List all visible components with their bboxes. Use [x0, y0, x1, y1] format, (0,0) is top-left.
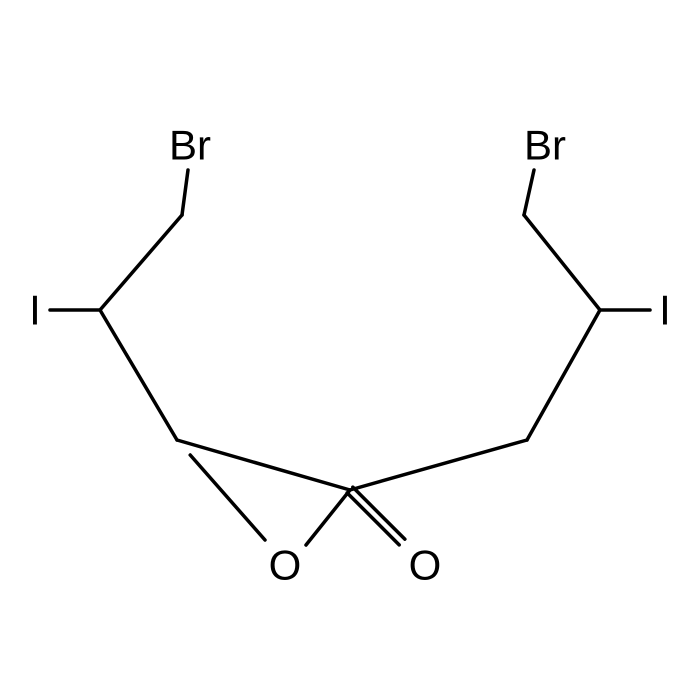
atom-label-br: Br: [524, 122, 566, 169]
bond: [353, 487, 405, 539]
molecule-diagram: Br Br I I O O: [0, 0, 700, 700]
bond: [190, 455, 265, 540]
bond: [306, 490, 350, 545]
bond: [350, 440, 527, 490]
atom-label-o: O: [269, 542, 302, 589]
atom-label-i: I: [659, 287, 671, 334]
bond: [347, 493, 399, 545]
bond: [100, 310, 177, 440]
atom-label-br: Br: [169, 122, 211, 169]
bond: [100, 215, 182, 310]
atom-label-i: I: [29, 287, 41, 334]
bond: [177, 440, 350, 490]
bond: [527, 310, 600, 440]
bond: [524, 170, 534, 215]
atom-label-o: O: [409, 542, 442, 589]
bond: [524, 215, 600, 310]
bond: [182, 170, 188, 215]
